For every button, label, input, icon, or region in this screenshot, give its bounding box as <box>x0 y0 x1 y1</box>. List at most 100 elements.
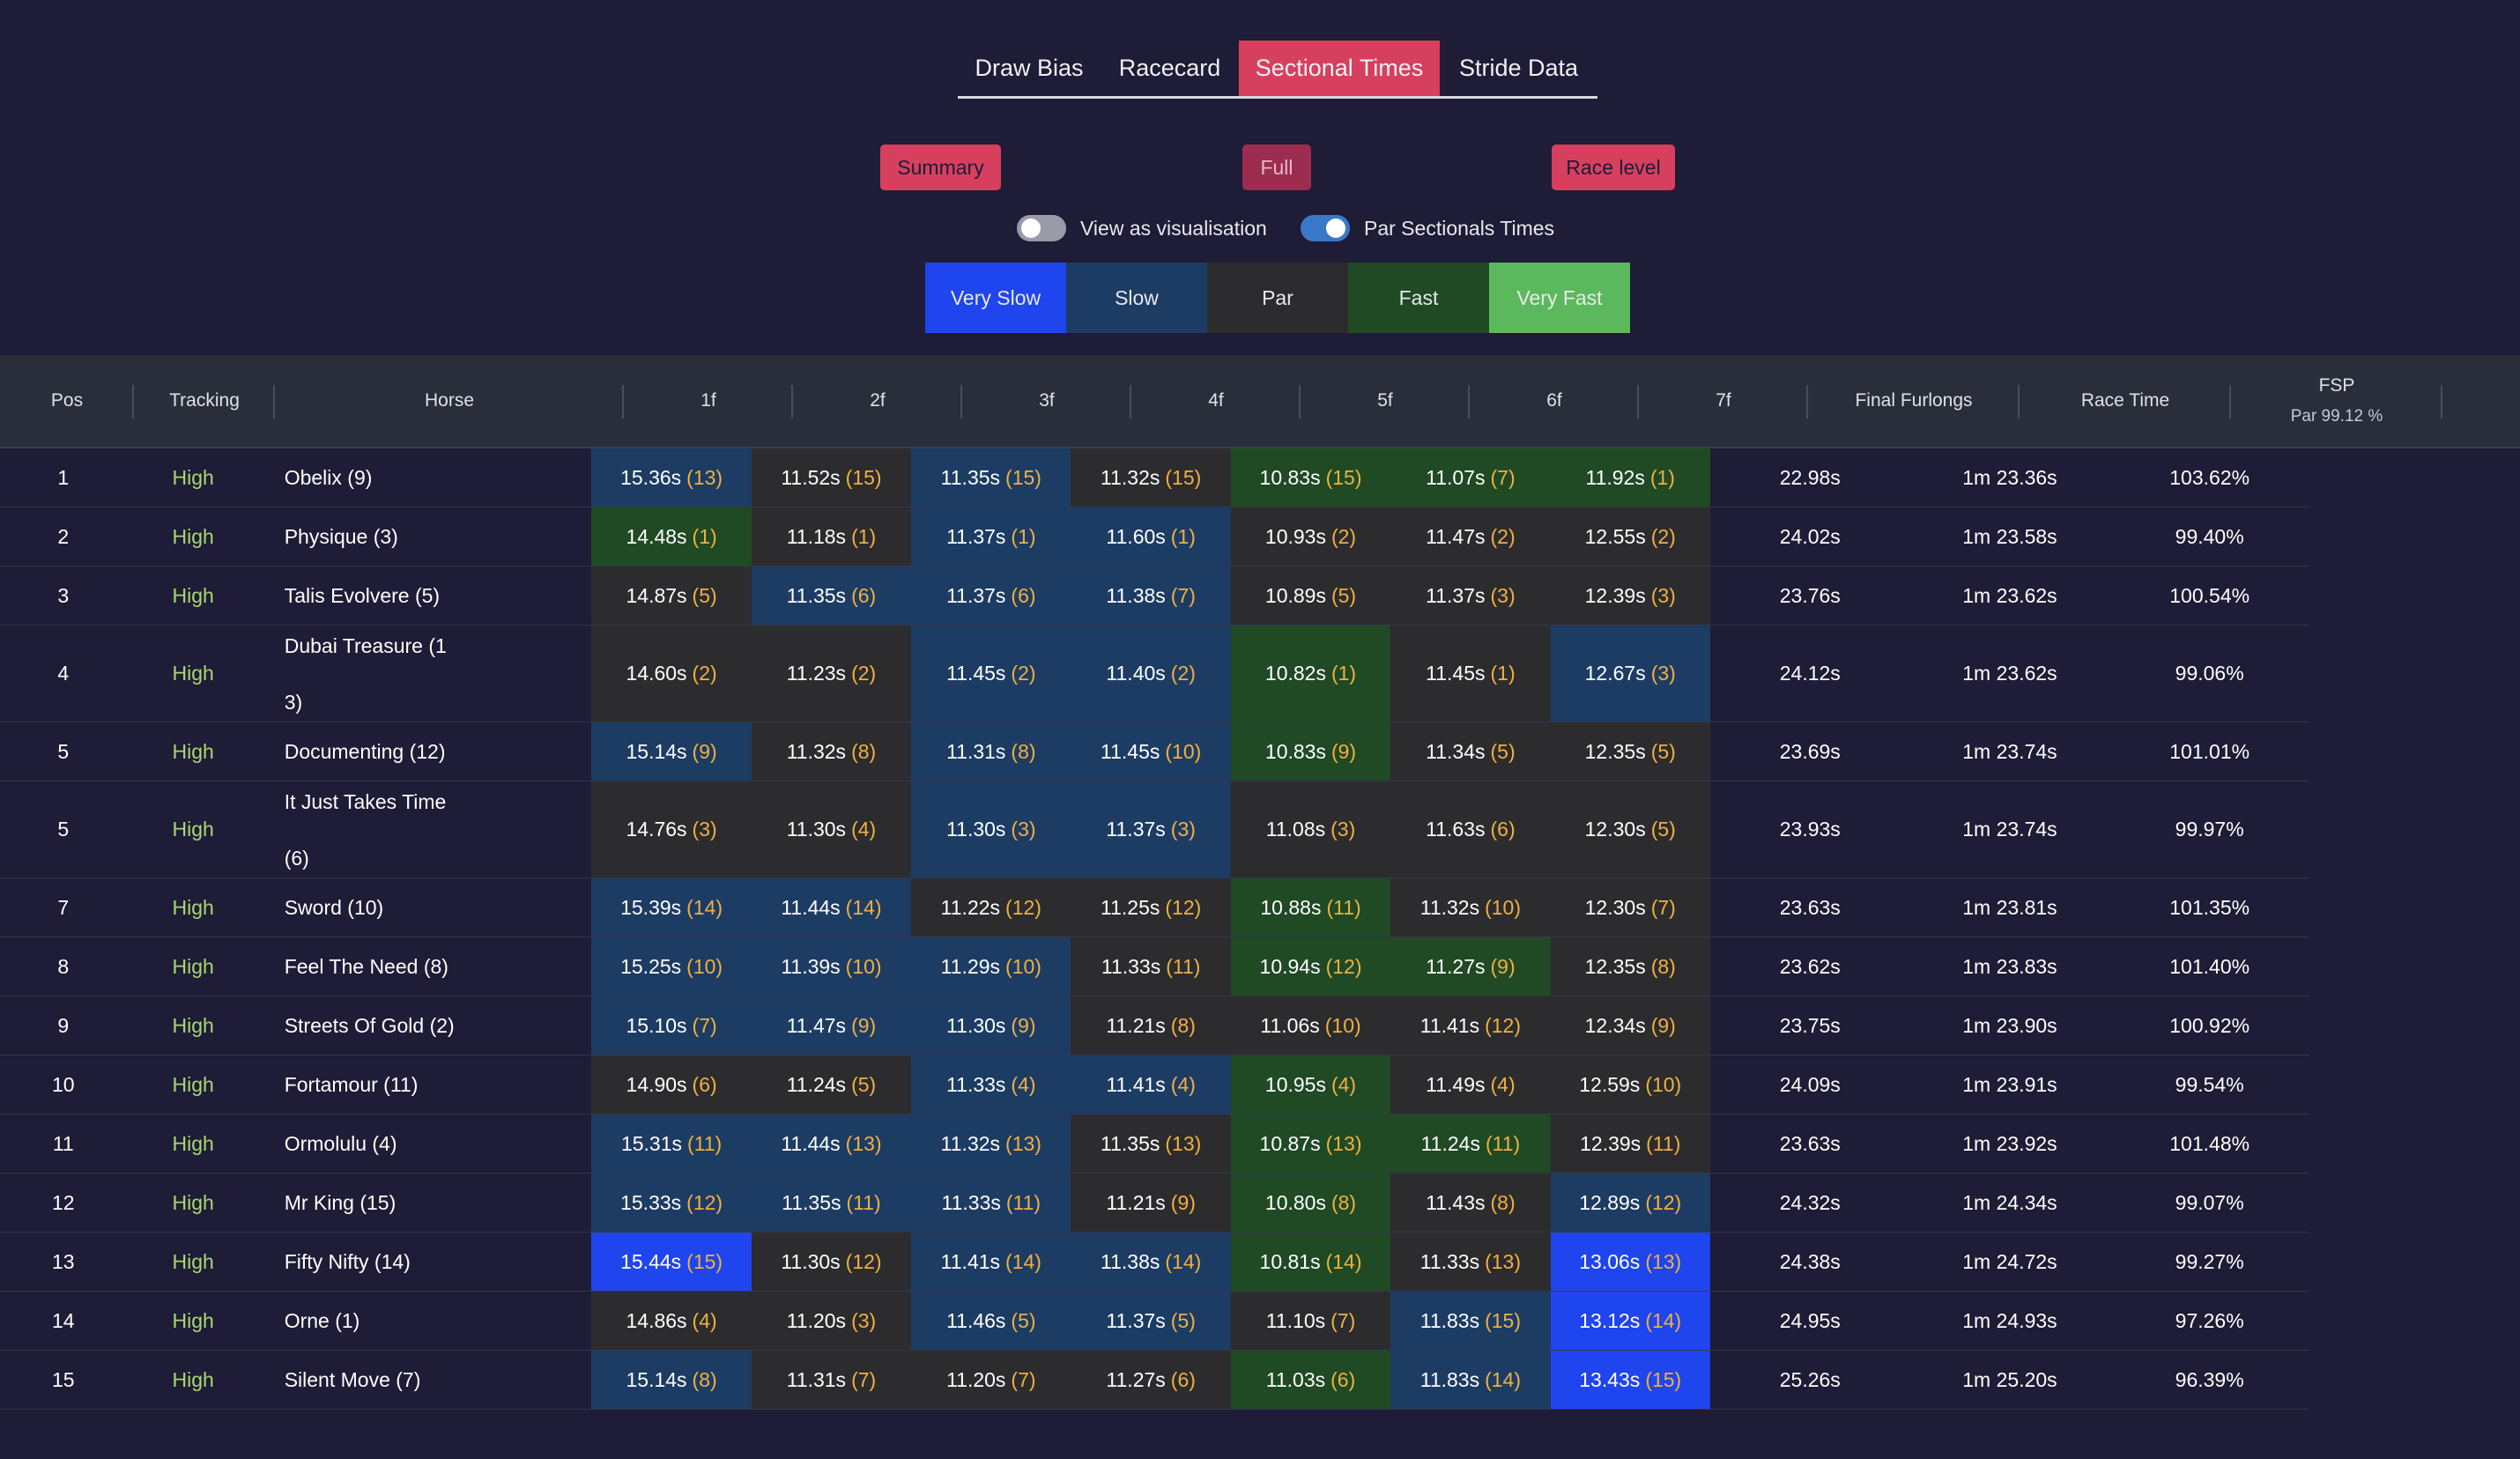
col-furlong-4-header[interactable]: 4f <box>1131 355 1301 447</box>
horse-cell[interactable]: Sword (10) <box>260 878 592 937</box>
race-level-button[interactable]: Race level <box>1552 144 1675 190</box>
final-furlongs-cell: 24.09s <box>1779 1072 1841 1096</box>
sectional-rank: (2) <box>1011 662 1036 685</box>
column-separator <box>273 385 275 418</box>
par-sectionals-toggle[interactable] <box>1301 215 1350 241</box>
horse-cell[interactable]: Obelix (9) <box>260 448 592 507</box>
col-furlong-7-header[interactable]: 7f <box>1639 355 1808 447</box>
final-furlongs-cell: 23.69s <box>1779 739 1841 763</box>
tab-draw-bias[interactable]: Draw Bias <box>975 55 1084 81</box>
horse-cell[interactable]: Mr King (15) <box>260 1174 592 1232</box>
sectional-rank: (13) <box>1165 1131 1202 1155</box>
sectional-rank: (10) <box>1005 954 1041 978</box>
table-row[interactable]: 10 High Fortamour (11) 14.90s (6) 11.24s (5) 11… <box>0 1055 2309 1115</box>
sectional-time: 11.38s <box>1106 583 1166 607</box>
horse-cell[interactable]: Documenting (12) <box>260 722 592 781</box>
horse-cell[interactable]: Orne (1) <box>260 1292 592 1350</box>
sectional-rank: (2) <box>851 662 877 685</box>
sectional-cell-3f: 11.30s (9) <box>911 996 1071 1055</box>
horse-cell[interactable]: Physique (3) <box>260 507 592 566</box>
table-row[interactable]: 12 High Mr King (15) 15.33s (12) 11.35s (11) 11… <box>0 1174 2309 1233</box>
tab-stride-data[interactable]: Stride Data <box>1458 55 1579 81</box>
sectional-rank: (9) <box>1170 1190 1196 1214</box>
sectional-cell-6f: 11.49s (4) <box>1390 1055 1551 1114</box>
sectional-cell-2f: 11.47s (9) <box>751 996 912 1055</box>
horse-cell[interactable]: Ormolulu (4) <box>260 1115 592 1173</box>
horse-cell[interactable]: Dubai Treasure (1 3) <box>260 626 592 722</box>
sectional-time: 13.06s <box>1579 1249 1641 1273</box>
col-furlong-4-label: 4f <box>1208 390 1224 411</box>
summary-button[interactable]: Summary <box>880 144 1001 190</box>
sectional-time: 11.41s <box>1106 1072 1166 1096</box>
table-row[interactable]: 1 High Obelix (9) 15.36s (13) 11.52s (15) 11.35… <box>0 448 2309 507</box>
col-pos-header[interactable]: Pos <box>0 355 134 447</box>
final-furlongs-cell: 24.02s <box>1779 524 1841 548</box>
sectional-rank: (1) <box>1330 662 1357 685</box>
horse-name: Feel The Need (8) <box>284 954 448 978</box>
sectional-rank: (15) <box>845 465 882 489</box>
table-row[interactable]: 3 High Talis Evolvere (5) 14.87s (5) 11.35s (6… <box>0 567 2309 626</box>
table-row[interactable]: 13 High Fifty Nifty (14) 15.44s (15) 11.30s (1… <box>0 1233 2309 1292</box>
sectional-rank: (4) <box>1490 1072 1516 1096</box>
col-furlong-3-header[interactable]: 3f <box>962 355 1131 447</box>
col-final-furlongs-header[interactable]: Final Furlongs <box>1808 355 2020 447</box>
full-button[interactable]: Full <box>1242 144 1311 190</box>
col-horse-header[interactable]: Horse <box>275 355 624 447</box>
tab-sectional-times[interactable]: Sectional Times <box>1239 41 1440 96</box>
sectional-rank: (8) <box>1170 1013 1196 1037</box>
sectional-rank: (13) <box>845 1131 882 1155</box>
col-furlong-2-header[interactable]: 2f <box>793 355 962 447</box>
sectional-time: 11.03s <box>1265 1367 1326 1391</box>
sectional-cell-5f: 11.08s (3) <box>1230 781 1391 878</box>
sectional-rank: (13) <box>686 465 723 489</box>
horse-cell[interactable]: Talis Evolvere (5) <box>260 567 592 625</box>
table-row[interactable]: 2 High Physique (3) 14.48s (1) 11.18s (1) 11.37… <box>0 507 2309 567</box>
final-furlongs-cell: 23.76s <box>1779 583 1841 607</box>
sectional-rank: (14) <box>1485 1367 1522 1391</box>
sectional-cell-5f: 10.83s (9) <box>1230 722 1391 781</box>
col-furlong-6-header[interactable]: 6f <box>1470 355 1639 447</box>
table-row[interactable]: 15 High Silent Move (7) 15.14s (8) 11.31s (7) 1… <box>0 1351 2309 1410</box>
tab-racecard[interactable]: Racecard <box>1118 55 1221 81</box>
table-row[interactable]: 9 High Streets Of Gold (2) 15.10s (7) 11.47s(… <box>0 996 2309 1055</box>
table-row[interactable]: 14 High Orne (1) 14.86s (4) 11.20s (3) 11.46s (5… <box>0 1292 2309 1351</box>
visualisation-toggle[interactable] <box>1017 215 1066 241</box>
col-tracking-header[interactable]: Tracking <box>134 355 275 447</box>
sectional-time: 15.31s <box>620 1131 683 1155</box>
sectional-cell-5f: 10.80s (8) <box>1230 1174 1391 1232</box>
table-row[interactable]: 5 High It Just Takes Time (6) 14.76s (3) 11.30… <box>0 781 2309 878</box>
col-furlong-5-header[interactable]: 5f <box>1301 355 1470 447</box>
sectional-rank: (8) <box>1011 739 1036 763</box>
sectional-cell-4f: 11.21s (9) <box>1071 1174 1231 1232</box>
horse-cell[interactable]: It Just Takes Time (6) <box>260 781 592 878</box>
horse-cell[interactable]: Fifty Nifty (14) <box>260 1233 592 1291</box>
table-row[interactable]: 5 High Documenting (12) 15.14s (9) 11.32s (8) 1… <box>0 722 2309 781</box>
sectional-time: 14.87s <box>626 583 687 607</box>
race-time-cell: 1m 23.62s <box>1962 662 2057 685</box>
sectional-cell-4f: 11.37s (3) <box>1071 781 1231 878</box>
sectional-time: 11.83s <box>1419 1308 1480 1332</box>
position-cell: 14 <box>51 1308 75 1332</box>
table-row[interactable]: 7 High Sword (10) 15.39s (14) 11.44s (14) 11.22… <box>0 878 2309 937</box>
col-furlong-1-header[interactable]: 1f <box>624 355 793 447</box>
col-race-time-header[interactable]: Race Time <box>2020 355 2231 447</box>
sectional-cell-4f: 11.60s (1) <box>1071 507 1231 566</box>
sectional-rank: (4) <box>692 1308 717 1332</box>
horse-cell[interactable]: Fortamour (11) <box>260 1055 592 1114</box>
sectional-rank: (6) <box>1170 1367 1196 1391</box>
col-fsp-header[interactable]: FSP Par 99.12 % <box>2231 355 2442 447</box>
sectional-cell-6f: 11.33s (13) <box>1390 1233 1551 1291</box>
horse-cell[interactable]: Streets Of Gold (2) <box>260 996 592 1055</box>
sectional-rank: (15) <box>1645 1367 1682 1391</box>
horse-cell[interactable]: Silent Move (7) <box>260 1351 592 1409</box>
position-cell: 12 <box>51 1190 75 1214</box>
sectional-times-table: Pos Tracking Horse 1f 2f 3f 4f 5f 6f 7f Final Furl… <box>0 355 2520 1410</box>
toggle-knob <box>1326 218 1345 238</box>
horse-cell[interactable]: Feel The Need (8) <box>260 937 592 996</box>
sectional-time: 11.32s <box>1419 895 1480 919</box>
table-row[interactable]: 11 High Ormolulu (4) 15.31s (11) 11.44s (13) 11… <box>0 1115 2309 1174</box>
sectional-cell-7f: 12.30s (5) <box>1550 781 1710 878</box>
table-row[interactable]: 8 High Feel The Need (8) 15.25s (10) 11.39s (1… <box>0 937 2309 996</box>
table-row[interactable]: 4 High Dubai Treasure (1 3) 14.60s (2) 11.23s(… <box>0 626 2309 722</box>
sectional-rank: (7) <box>851 1367 877 1391</box>
